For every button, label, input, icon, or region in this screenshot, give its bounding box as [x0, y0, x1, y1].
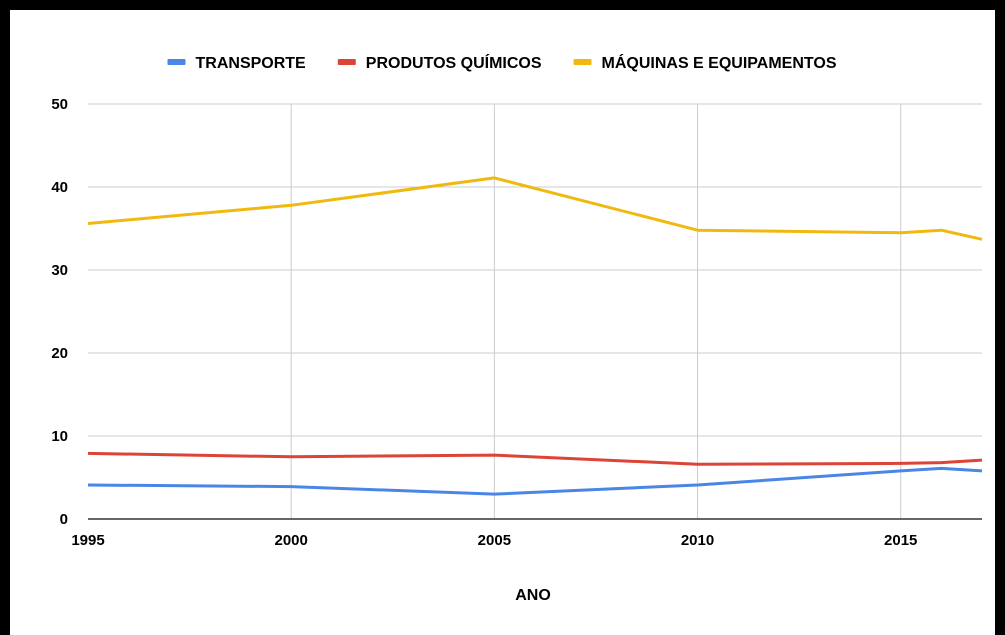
y-tick-label: 20	[51, 345, 68, 362]
x-tick-label: 1995	[71, 532, 104, 549]
y-tick-label: 40	[51, 179, 68, 196]
x-axis-title: ANO	[515, 587, 551, 604]
series-line-2	[87, 451, 983, 466]
legend-swatch	[573, 59, 592, 65]
legend-item-2: PRODUTOS QUÍMICOS	[337, 53, 542, 72]
line-chart: 0 10 20 30 40 50 1995 2000 2005 2010 2015 TRANSPOR…	[51, 53, 983, 604]
axes: 0 10 20 30 40 50 1995 2000 2005 2010 2015	[51, 96, 982, 549]
x-tick-label: 2015	[884, 532, 917, 549]
x-tick-label: 2000	[274, 532, 307, 549]
series-line-3	[87, 176, 983, 241]
legend-label: TRANSPORTE	[196, 55, 307, 72]
x-tick-label: 2010	[681, 532, 714, 549]
y-tick-label: 10	[51, 428, 68, 445]
y-tick-label: 50	[51, 96, 68, 113]
legend-item-1: TRANSPORTE	[167, 55, 307, 72]
legend-swatch	[167, 59, 186, 65]
y-tick-label: 0	[60, 511, 68, 528]
y-tick-label: 30	[51, 262, 68, 279]
chart-frame: 0 10 20 30 40 50 1995 2000 2005 2010 2015 TRANSPOR…	[10, 10, 995, 635]
legend-item-3: MÁQUINAS E EQUIPAMENTOS	[573, 53, 837, 72]
legend-label: MÁQUINAS E EQUIPAMENTOS	[602, 53, 837, 72]
x-tick-label: 2005	[478, 532, 511, 549]
legend-swatch	[337, 59, 356, 65]
legend: TRANSPORTE PRODUTOS QUÍMICOS MÁQUINAS E EQ…	[167, 53, 837, 72]
legend-label: PRODUTOS QUÍMICOS	[366, 53, 542, 72]
series-line-1	[87, 466, 983, 496]
series-lines	[87, 176, 983, 496]
grid	[88, 103, 982, 519]
